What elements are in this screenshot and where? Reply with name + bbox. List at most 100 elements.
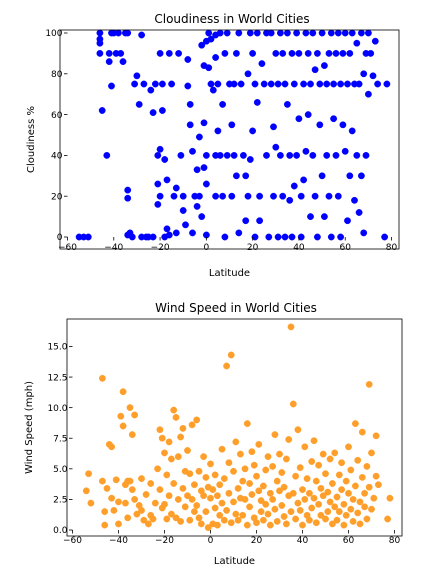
c2-point (305, 516, 313, 524)
c1-point (272, 50, 280, 57)
c2-point (351, 420, 359, 427)
c2-point (202, 473, 210, 481)
c2-point (227, 519, 235, 527)
c2-point (269, 495, 276, 503)
c1-point (216, 29, 224, 37)
c2-point (216, 481, 224, 489)
c1-point (323, 80, 331, 88)
c2-point (310, 494, 318, 502)
c2-point (264, 453, 272, 460)
c2-point (365, 483, 373, 491)
c2-point (361, 489, 368, 497)
c1-point (274, 80, 282, 88)
c2-x-tick-label: 0 (208, 536, 214, 546)
c2-x-tick-label: 60 (343, 536, 355, 546)
c2-point (241, 495, 249, 503)
c2-point (195, 467, 203, 475)
c2-point (193, 416, 201, 424)
wind-speed-y-ticks: 0.0 2.5 5.0 7.5 10.0 12.5 15.0 (47, 343, 73, 536)
c2-point (156, 426, 164, 434)
c1-point (158, 107, 166, 114)
c1-point (149, 233, 157, 241)
c1-point (265, 233, 273, 241)
c2-point (239, 511, 247, 519)
c1-point (96, 29, 104, 37)
c1-point (256, 217, 263, 225)
c2-point (301, 443, 309, 451)
c2-point (87, 499, 95, 507)
c2-point (285, 436, 293, 443)
c1-point (288, 233, 296, 241)
c1-point (219, 101, 227, 108)
c2-point (236, 450, 244, 458)
c2-point (372, 472, 380, 480)
c1-point (316, 80, 324, 88)
c2-point (262, 500, 270, 508)
c2-point (255, 440, 263, 448)
c1-point (362, 151, 370, 159)
c1-point (198, 213, 206, 221)
c1-point (219, 192, 227, 200)
c2-point (308, 504, 316, 512)
c2-point (220, 516, 228, 524)
c1-point (198, 41, 206, 49)
c2-point (289, 400, 297, 408)
c2-point (331, 449, 339, 457)
c1-point (235, 229, 243, 237)
c2-y-tick-label: 0.0 (53, 526, 68, 536)
c2-point (179, 484, 187, 492)
c2-point (287, 323, 295, 331)
c2-point (223, 362, 231, 370)
c2-point (223, 506, 231, 514)
c2-point (108, 494, 116, 502)
c2-point (108, 443, 116, 451)
c2-point (232, 510, 240, 518)
c1-point (283, 29, 291, 37)
c2-point (177, 433, 185, 441)
c2-point (280, 483, 288, 491)
c1-point (172, 184, 180, 192)
c2-point (184, 492, 191, 500)
c1-point (300, 176, 307, 184)
c1-point (276, 29, 284, 37)
c2-x-tick-label: 20 (251, 536, 263, 546)
c1-point (344, 80, 351, 88)
cloudiness-plot-frame (59, 29, 400, 250)
c2-point (131, 495, 139, 503)
c2-point (276, 450, 283, 458)
c2-point (200, 453, 208, 460)
c1-point (205, 29, 213, 37)
c1-x-tick-label: 0 (203, 243, 209, 253)
c2-point (172, 514, 180, 522)
c2-point (103, 484, 111, 492)
c1-point (318, 172, 326, 180)
c2-point (230, 467, 237, 475)
c2-point (204, 524, 212, 531)
c1-point (214, 127, 222, 135)
c2-point (193, 502, 201, 509)
c2-point (253, 472, 260, 480)
c1-point (263, 151, 270, 159)
c1-point (179, 207, 187, 214)
c1-point (189, 147, 196, 155)
c1-point (202, 180, 210, 188)
c2-point (301, 495, 309, 503)
c2-point (119, 422, 127, 430)
c1-point (228, 192, 236, 200)
c2-point (276, 487, 283, 495)
c2-point (338, 486, 345, 493)
c1-point (318, 29, 326, 37)
c1-point (149, 109, 157, 117)
c1-point (235, 29, 243, 37)
c1-point (158, 80, 166, 88)
c2-point (356, 520, 364, 528)
c1-point (108, 82, 115, 90)
c1-point (193, 166, 201, 174)
c1-point (115, 29, 122, 37)
c2-point (273, 477, 281, 485)
c2-point (345, 443, 352, 451)
cloudiness-y-axis-label: Cloudiness % (26, 106, 37, 173)
c1-point (212, 192, 220, 200)
c1-point (177, 151, 185, 159)
c2-point (340, 521, 348, 529)
